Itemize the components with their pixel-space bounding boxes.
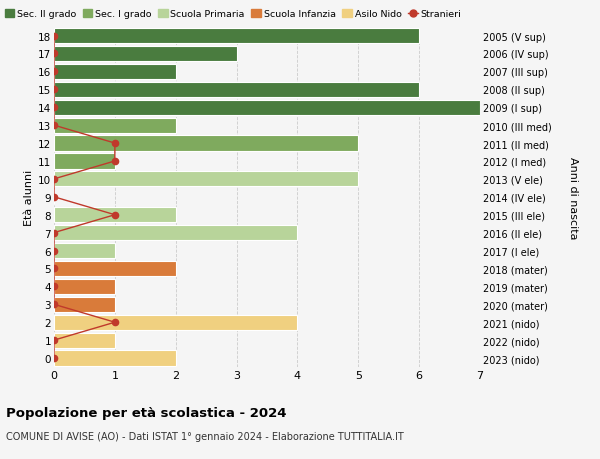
Bar	[54, 65, 176, 80]
Y-axis label: Anni di nascita: Anni di nascita	[568, 156, 578, 239]
Bar	[54, 154, 115, 169]
Bar	[54, 207, 176, 223]
Bar	[54, 29, 419, 44]
Bar	[54, 351, 176, 366]
Bar	[54, 136, 358, 151]
Text: Popolazione per età scolastica - 2024: Popolazione per età scolastica - 2024	[6, 406, 287, 419]
Bar	[54, 47, 236, 62]
Bar	[54, 315, 298, 330]
Bar	[54, 225, 298, 241]
Bar	[54, 101, 480, 116]
Bar	[54, 172, 358, 187]
Bar	[54, 333, 115, 348]
Bar	[54, 83, 419, 98]
Y-axis label: Età alunni: Età alunni	[24, 169, 34, 225]
Text: COMUNE DI AVISE (AO) - Dati ISTAT 1° gennaio 2024 - Elaborazione TUTTITALIA.IT: COMUNE DI AVISE (AO) - Dati ISTAT 1° gen…	[6, 431, 404, 442]
Bar	[54, 243, 115, 258]
Legend: Sec. II grado, Sec. I grado, Scuola Primaria, Scuola Infanzia, Asilo Nido, Stran: Sec. II grado, Sec. I grado, Scuola Prim…	[5, 10, 461, 19]
Bar	[54, 297, 115, 312]
Bar	[54, 279, 115, 294]
Bar	[54, 118, 176, 134]
Bar	[54, 261, 176, 276]
